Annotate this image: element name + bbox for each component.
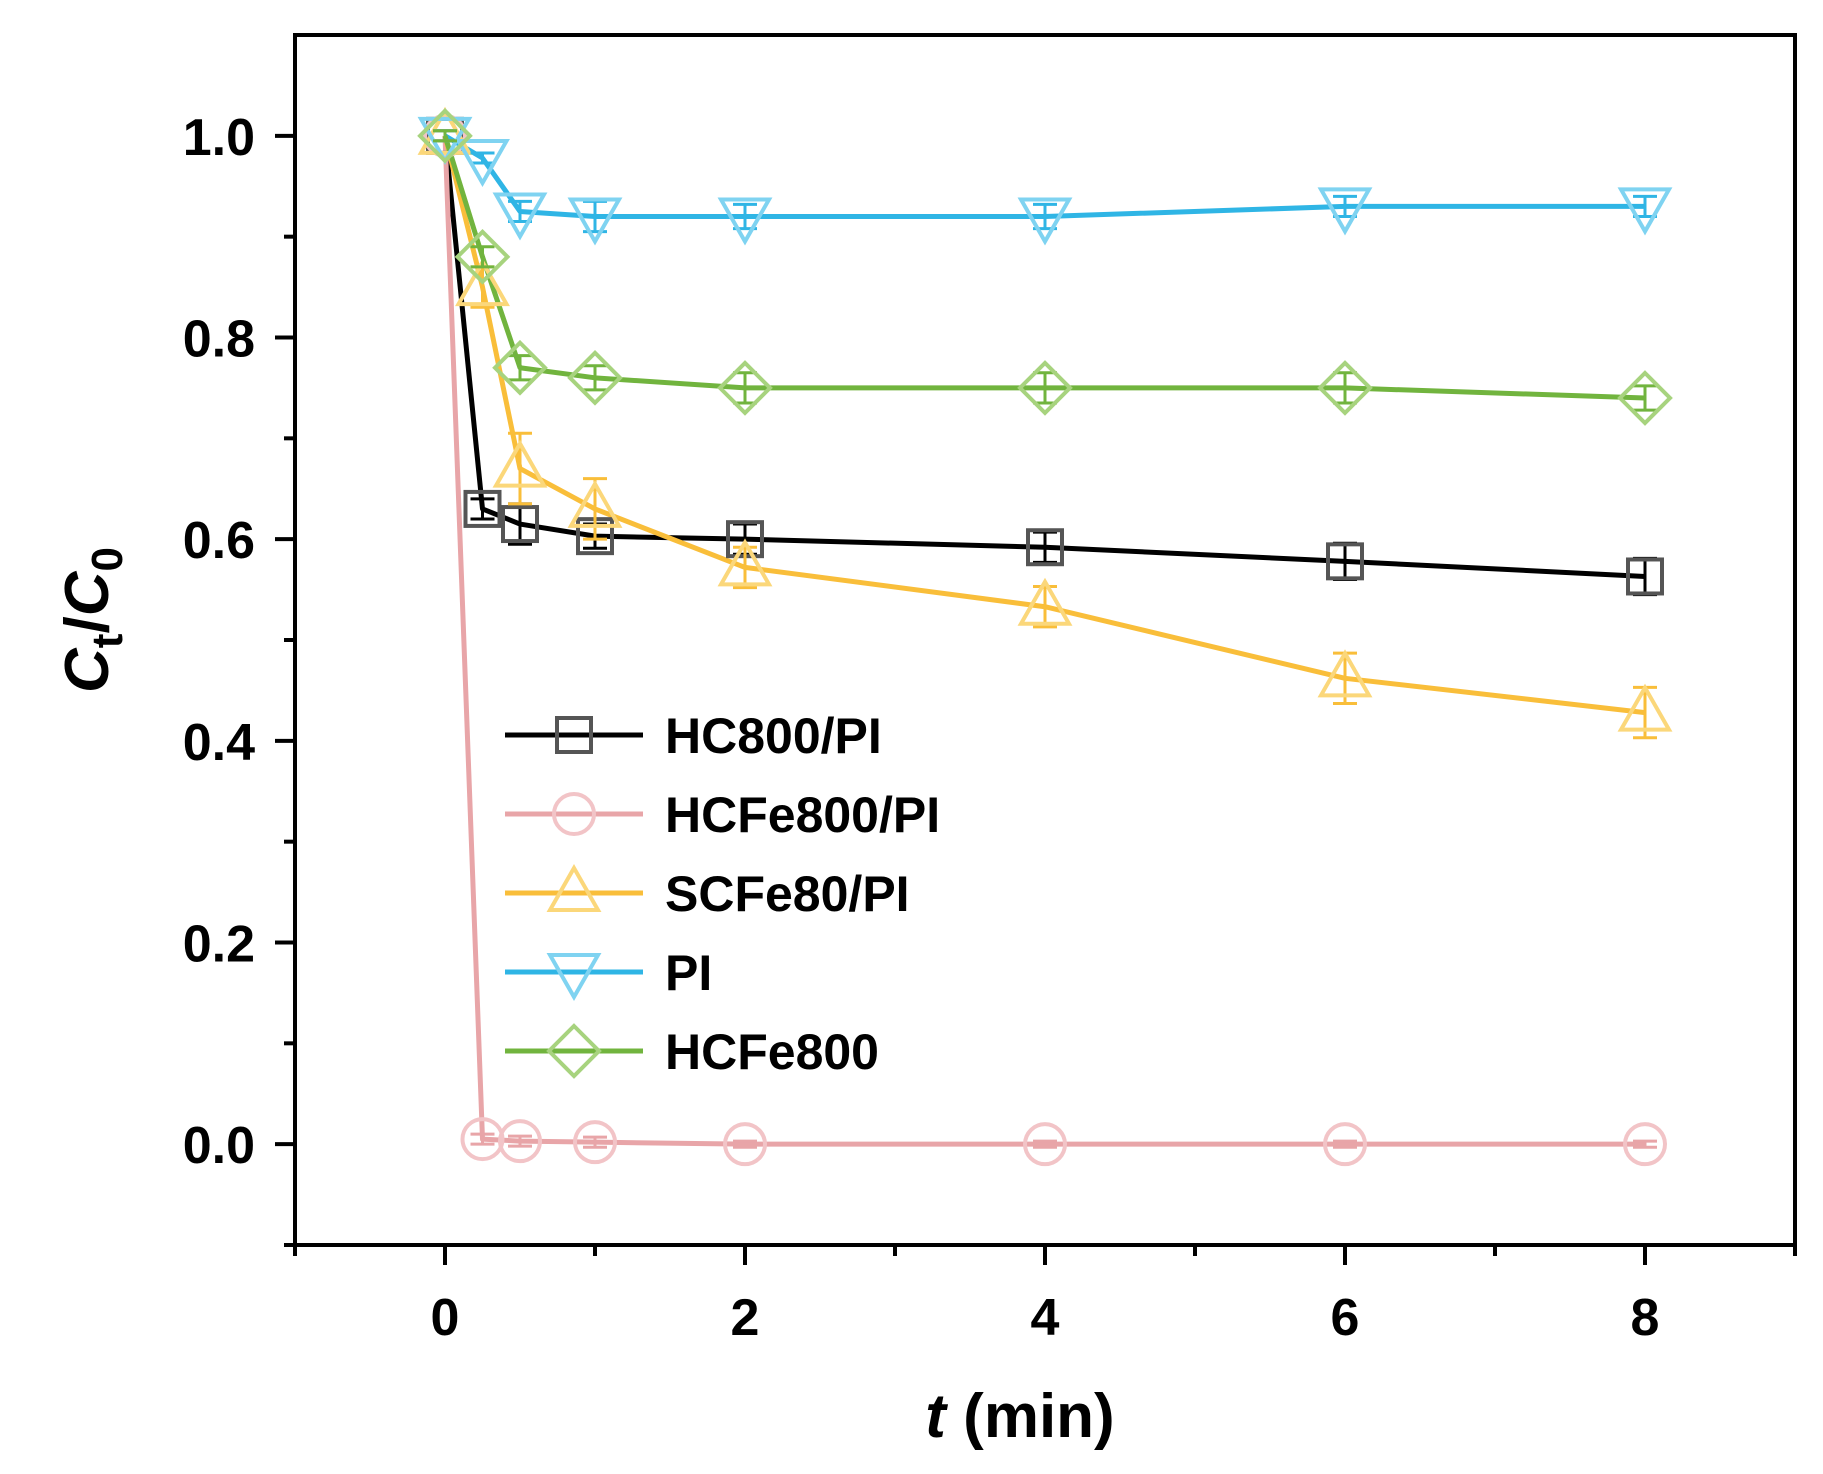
data-point-pi: [567, 197, 623, 246]
data-point-hcfe800-pi: [1023, 1122, 1067, 1167]
data-point-scfe80-pi: [492, 439, 548, 488]
y-axis-title-c1: C: [53, 647, 122, 693]
error-bar-hcfe800-pi: [1633, 1139, 1657, 1149]
error-bar-hcfe800: [433, 129, 457, 143]
series-line-pi: [443, 133, 1645, 219]
x-axis-title-var: t: [925, 1382, 948, 1451]
data-point-scfe80-pi: [567, 479, 623, 528]
error-bar-hcfe800-pi: [508, 1134, 532, 1148]
legend-label: HC800/PI: [665, 708, 882, 764]
y-tick-label: 0.2: [183, 916, 255, 974]
legend-marker: [546, 863, 602, 912]
data-point-scfe80-pi: [1017, 577, 1073, 626]
data-point-hc800-pi: [463, 489, 502, 528]
error-bar-scfe80-pi: [583, 477, 607, 541]
data-point-hcfe800: [1317, 360, 1373, 416]
error-bar-hcfe800-pi: [733, 1139, 757, 1149]
legend-entry-hcfe800-pi: HCFe800/PI: [505, 787, 940, 843]
error-bar-hcfe800-pi: [1033, 1139, 1057, 1149]
legend-marker: [555, 716, 593, 754]
x-tick-label: 4: [1031, 1289, 1060, 1347]
data-point-hcfe800: [1017, 360, 1073, 416]
y-axis-title-sub2: 0: [83, 547, 132, 571]
data-point-hcfe800-pi: [460, 1117, 505, 1162]
legend-marker: [546, 1023, 602, 1079]
x-axis-title: t (min): [925, 1382, 1114, 1451]
data-point-scfe80-pi: [455, 258, 510, 307]
data-point-scfe80-pi: [1617, 683, 1673, 732]
series-line-hcfe800-pi: [442, 135, 1645, 1147]
legend-label: SCFe80/PI: [665, 866, 910, 922]
y-axis-title-sub1: t: [83, 633, 132, 648]
y-tick-label: 0.8: [183, 311, 255, 369]
data-point-hcfe800: [492, 339, 548, 396]
series-lines: [442, 133, 1646, 1147]
error-bar-hcfe800: [1633, 384, 1657, 412]
error-bar-scfe80-pi: [1033, 585, 1057, 629]
series-markers: [417, 106, 1673, 1167]
data-point-hc800-pi: [501, 505, 539, 544]
error-bar-hcfe800: [508, 354, 532, 382]
data-point-hcfe800-pi: [1323, 1122, 1367, 1167]
series-line-scfe80-pi: [442, 135, 1646, 716]
data-point-pi: [1017, 197, 1073, 246]
legend-label: HCFe800/PI: [665, 787, 940, 843]
x-tick-label: 8: [1631, 1289, 1660, 1347]
y-axis-title: Ct/C0: [53, 547, 132, 693]
data-point-hcfe800: [454, 229, 511, 285]
data-point-hcfe800-pi: [723, 1122, 767, 1167]
data-point-hcfe800: [1617, 370, 1673, 426]
data-point-hcfe800-pi: [423, 113, 467, 158]
legend: HC800/PI HCFe800/PI SCFe80/PI PI HCFe800: [505, 708, 940, 1080]
y-tick-label: 0.6: [183, 512, 255, 570]
data-point-scfe80-pi: [1317, 649, 1373, 698]
data-point-hc800-pi: [1026, 528, 1064, 567]
error-bar-scfe80-pi: [733, 545, 757, 590]
legend-label: HCFe800: [665, 1024, 879, 1080]
error-bar-hcfe800: [470, 245, 495, 269]
data-point-scfe80-pi: [717, 538, 773, 587]
data-point-pi: [717, 197, 773, 246]
x-tick-label: 2: [731, 1289, 760, 1347]
x-axis-title-unit: (min): [946, 1382, 1115, 1451]
data-point-hc800-pi: [1326, 542, 1364, 581]
y-axis-title-c2: C: [53, 570, 122, 616]
data-point-hcfe800-pi: [498, 1119, 542, 1164]
y-tick-label: 0.4: [183, 714, 255, 772]
y-tick-label: 1.0: [183, 109, 255, 167]
data-point-pi: [1317, 187, 1373, 236]
series-line-hcfe800: [442, 135, 1646, 401]
legend-entry-hc800-pi: HC800/PI: [505, 708, 882, 764]
y-axis-title-sep: /: [53, 616, 122, 633]
error-bar-hcfe800: [583, 364, 607, 392]
error-bar-hc800-pi: [470, 497, 495, 521]
data-point-hcfe800: [417, 108, 473, 164]
error-bar-pi: [470, 151, 495, 165]
legend-marker: [546, 953, 602, 1002]
data-point-hc800-pi: [1626, 557, 1664, 596]
data-point-hcfe800-pi: [1623, 1122, 1667, 1167]
x-tick-label: 0: [431, 1289, 460, 1347]
legend-entry-scfe80-pi: SCFe80/PI: [505, 863, 910, 922]
data-point-hcfe800-pi: [573, 1120, 617, 1165]
series-line-hc800-pi: [442, 135, 1646, 579]
y-tick-label: 0.0: [183, 1117, 255, 1175]
data-point-pi: [492, 192, 548, 241]
error-bar-hcfe800-pi: [470, 1132, 495, 1146]
axis-ticks: 0 2 4 6 8 0.0 0.2 0.4 0.6 0.8 1.0: [183, 109, 1797, 1347]
legend-marker: [552, 792, 596, 836]
data-point-pi: [455, 139, 510, 188]
legend-entry-pi: PI: [505, 945, 712, 1002]
legend-entry-hcfe800: HCFe800: [505, 1023, 879, 1080]
x-tick-label: 6: [1331, 1289, 1360, 1347]
data-point-hcfe800: [567, 350, 623, 406]
error-bar-hcfe800-pi: [1333, 1139, 1357, 1149]
data-point-pi: [1617, 187, 1673, 236]
data-point-hcfe800: [717, 360, 773, 416]
error-bar-hcfe800-pi: [583, 1135, 607, 1149]
legend-label: PI: [665, 945, 712, 1001]
